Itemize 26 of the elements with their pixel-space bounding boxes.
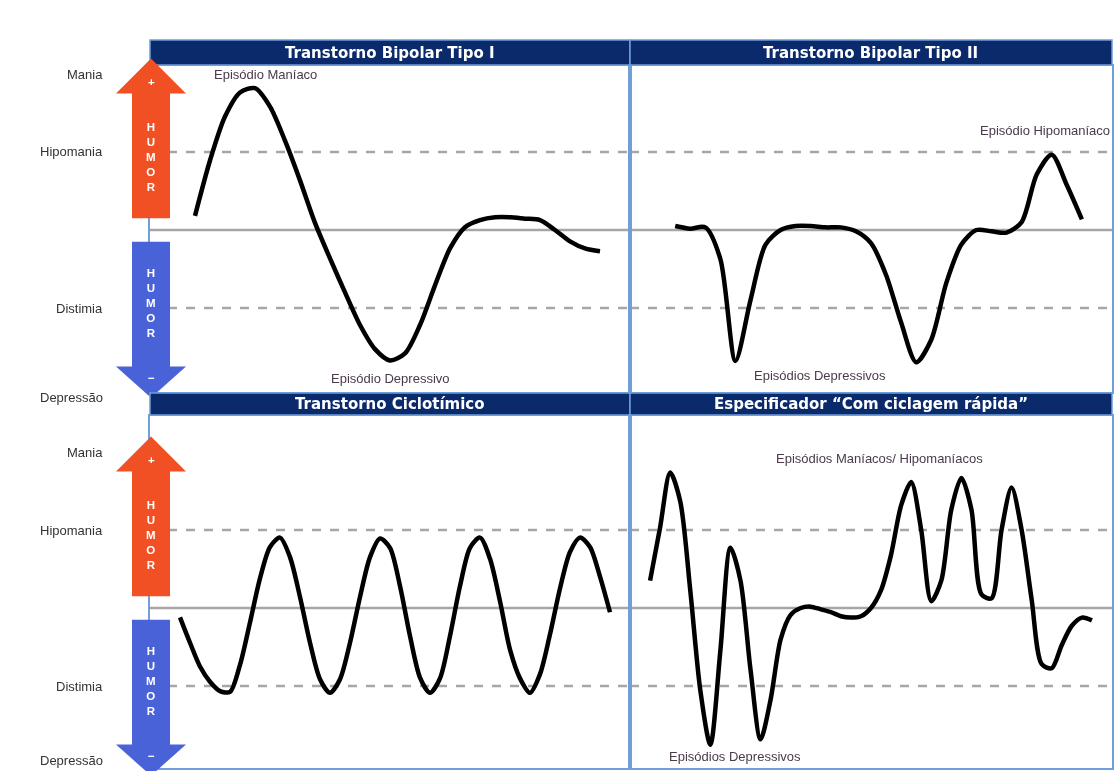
text: + xyxy=(148,454,155,466)
chart-title: Transtorno Bipolar Tipo I xyxy=(285,44,495,62)
text: Depressão xyxy=(40,390,103,405)
text: Episódio Depressivo xyxy=(331,371,450,386)
text: Episódios Depressivos xyxy=(754,368,886,383)
text: Hipomania xyxy=(40,144,103,159)
text: Episódio Hipomaníaco xyxy=(980,123,1111,138)
text: Mania xyxy=(67,67,104,82)
text: Episódios Depressivos xyxy=(669,749,801,764)
chart-title: Especificador “Com ciclagem rápida” xyxy=(714,395,1029,413)
annotation: HUMOR xyxy=(146,267,156,339)
annotation: HUMOR xyxy=(146,645,156,717)
chart-title: Transtorno Ciclotímico xyxy=(295,395,485,413)
text: Hipomania xyxy=(40,523,103,538)
annotation: HUMOR xyxy=(146,499,156,571)
text: − xyxy=(148,750,155,762)
text: + xyxy=(148,76,155,88)
text: Depressão xyxy=(40,753,103,768)
annotation: HUMOR xyxy=(146,121,156,193)
text: − xyxy=(148,372,155,384)
chart-title: Transtorno Bipolar Tipo II xyxy=(763,44,979,62)
text: Episódio Maníaco xyxy=(214,67,318,82)
text: Distimia xyxy=(56,679,103,694)
text: Episódios Maníacos/ Hipomaníacos xyxy=(776,451,984,466)
text: Mania xyxy=(67,445,104,460)
text: Distimia xyxy=(56,301,103,316)
